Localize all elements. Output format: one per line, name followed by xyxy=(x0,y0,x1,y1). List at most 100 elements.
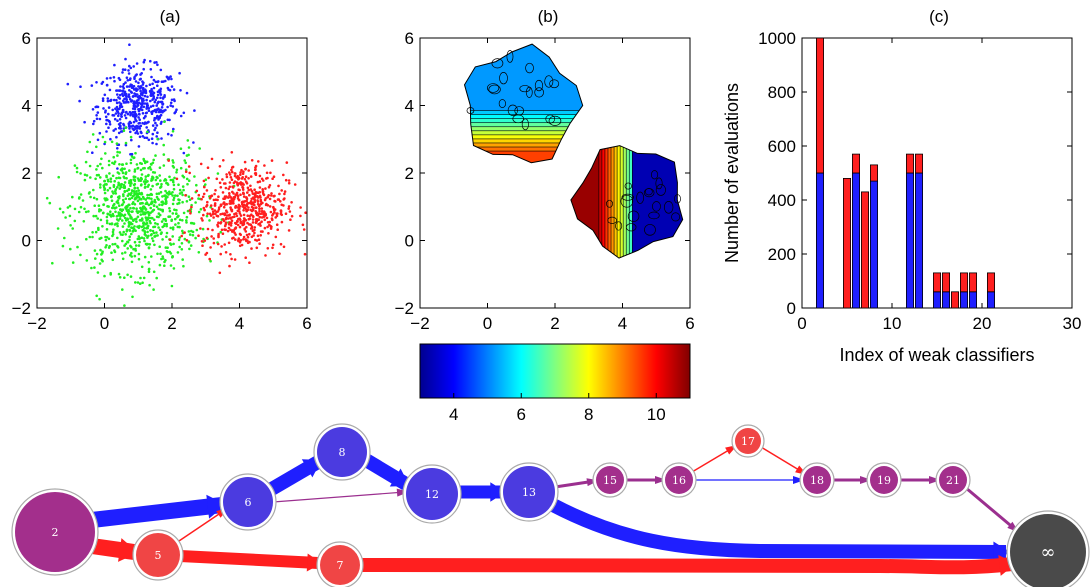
scatter-point-red xyxy=(287,179,291,182)
scatter-point-green xyxy=(197,251,201,254)
scatter-point-red xyxy=(262,192,265,196)
scatter-point-red xyxy=(232,192,235,195)
scatter-point-red xyxy=(250,235,254,239)
scatter-point-green xyxy=(165,191,169,195)
panel-b-title: (b) xyxy=(538,7,559,26)
scatter-point-blue xyxy=(108,88,112,92)
scatter-point-red xyxy=(272,175,276,178)
edge-17-to-18 xyxy=(760,446,805,474)
scatter-point-blue xyxy=(155,61,158,64)
scatter-point-red xyxy=(287,229,291,232)
scatter-point-red xyxy=(214,189,217,192)
scatter-point-blue xyxy=(123,114,127,117)
scatter-point-blue xyxy=(157,107,160,110)
scatter-point-green xyxy=(101,166,104,170)
scatter-point-green xyxy=(107,205,110,208)
scatter-point-green xyxy=(147,234,150,238)
scatter-point-green xyxy=(156,252,159,256)
contour-speck xyxy=(534,87,544,98)
scatter-point-red xyxy=(206,200,209,204)
scatter-point-green xyxy=(82,220,86,223)
scatter-point-green xyxy=(124,172,128,176)
scatter-point-green xyxy=(106,198,109,201)
scatter-point-blue xyxy=(139,85,142,88)
scatter-point-green xyxy=(119,168,123,171)
scatter-point-green xyxy=(68,214,72,218)
scatter-point-red xyxy=(272,208,276,212)
scatter-point-blue xyxy=(149,90,152,94)
scatter-point-green xyxy=(150,255,153,258)
scatter-point-red xyxy=(237,188,240,191)
scatter-point-green xyxy=(219,230,222,234)
scatter-point-green xyxy=(109,215,113,218)
scatter-point-green xyxy=(117,272,121,276)
scatter-point-blue xyxy=(108,123,112,126)
scatter-point-blue xyxy=(96,138,100,142)
scatter-point-blue xyxy=(154,121,157,125)
scatter-point-green xyxy=(174,223,177,226)
node-label-7: 7 xyxy=(337,559,344,572)
scatter-point-red xyxy=(280,189,284,192)
scatter-point-green xyxy=(136,281,140,284)
scatter-point-blue xyxy=(154,110,158,114)
scatter-point-red xyxy=(234,227,237,230)
scatter-point-green xyxy=(199,208,203,211)
scatter-point-blue xyxy=(134,74,137,77)
scatter-point-blue xyxy=(158,116,161,120)
scatter-point-blue xyxy=(137,81,140,85)
scatter-point-blue xyxy=(160,101,164,104)
scatter-point-blue xyxy=(169,101,173,105)
scatter-point-green xyxy=(150,163,153,166)
scatter-point-red xyxy=(239,239,243,242)
scatter-point-green xyxy=(158,166,162,169)
panel-a-ytick-label: 6 xyxy=(22,29,31,48)
scatter-point-green xyxy=(165,222,168,226)
scatter-point-green xyxy=(185,215,189,219)
scatter-point-red xyxy=(245,199,248,203)
scatter-point-red xyxy=(256,199,259,202)
scatter-point-blue xyxy=(140,105,143,109)
scatter-point-blue xyxy=(179,89,182,92)
scatter-point-green xyxy=(148,193,151,197)
scatter-point-green xyxy=(99,218,103,222)
scatter-point-green xyxy=(152,288,155,291)
scatter-point-red xyxy=(271,218,274,222)
scatter-point-blue xyxy=(116,93,119,96)
scatter-point-red xyxy=(234,212,238,215)
scatter-point-red xyxy=(253,228,256,232)
scatter-point-blue xyxy=(135,62,139,65)
scatter-point-green xyxy=(181,185,185,188)
scatter-point-blue xyxy=(105,83,109,87)
scatter-point-green xyxy=(134,151,137,155)
scatter-point-green xyxy=(116,224,119,228)
scatter-point-red xyxy=(242,191,245,195)
scatter-point-red xyxy=(234,172,237,175)
scatter-point-blue xyxy=(128,64,131,68)
scatter-point-blue xyxy=(179,114,183,118)
scatter-point-red xyxy=(250,213,253,216)
scatter-point-green xyxy=(182,188,185,192)
scatter-point-green xyxy=(116,186,119,189)
panel-c-xtick-label: 20 xyxy=(973,314,992,333)
scatter-point-red xyxy=(230,170,234,174)
scatter-point-red xyxy=(205,251,209,255)
scatter-point-green xyxy=(77,210,81,214)
contour-speck xyxy=(636,191,645,204)
scatter-point-blue xyxy=(102,107,105,110)
panel-a-xtick-label: −2 xyxy=(27,314,46,333)
scatter-point-blue xyxy=(147,138,151,142)
scatter-point-green xyxy=(153,243,156,247)
scatter-point-red xyxy=(255,239,259,242)
scatter-point-green xyxy=(142,224,145,228)
scatter-point-green xyxy=(68,204,72,208)
scatter-point-blue xyxy=(113,117,117,121)
scatter-point-red xyxy=(282,173,285,177)
scatter-point-green xyxy=(126,240,129,244)
scatter-point-blue xyxy=(135,129,139,133)
node-label-2: 2 xyxy=(52,526,59,539)
scatter-point-green xyxy=(131,295,134,299)
contour-speck xyxy=(650,170,659,180)
scatter-point-red xyxy=(253,192,256,196)
scatter-point-green xyxy=(155,192,159,196)
scatter-point-green xyxy=(121,225,125,228)
